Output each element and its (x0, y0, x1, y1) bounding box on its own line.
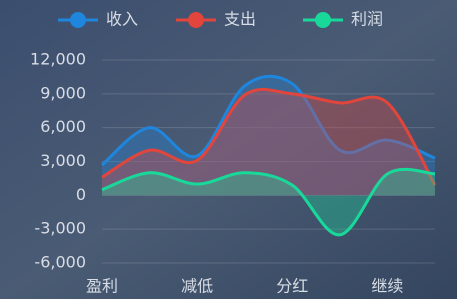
x-tick-label: 继续 (371, 277, 403, 296)
legend-icon[interactable] (70, 12, 86, 28)
legend-label[interactable]: 支出 (224, 10, 256, 29)
legend-icon[interactable] (315, 12, 331, 28)
y-tick-label: -3,000 (34, 219, 86, 238)
y-tick-label: 6,000 (40, 117, 86, 136)
x-tick-label: 分红 (276, 277, 308, 296)
y-tick-label: 9,000 (40, 83, 86, 102)
y-tick-label: -6,000 (34, 253, 86, 272)
legend-label[interactable]: 利润 (351, 10, 383, 29)
y-tick-label: 12,000 (30, 50, 86, 69)
chart: -6,000 -3,000 0 3,000 6,000 9,000 12,000 盈利 减低 分红… (0, 0, 457, 299)
page: {"chart_data": {"type": "line", "categor… (0, 0, 457, 299)
y-tick-label: 3,000 (40, 151, 86, 170)
legend-icon[interactable] (188, 12, 204, 28)
legend-label[interactable]: 收入 (106, 10, 138, 29)
y-tick-label: 0 (76, 185, 86, 204)
x-tick-label: 减低 (181, 277, 213, 296)
x-tick-label: 盈利 (86, 277, 118, 296)
